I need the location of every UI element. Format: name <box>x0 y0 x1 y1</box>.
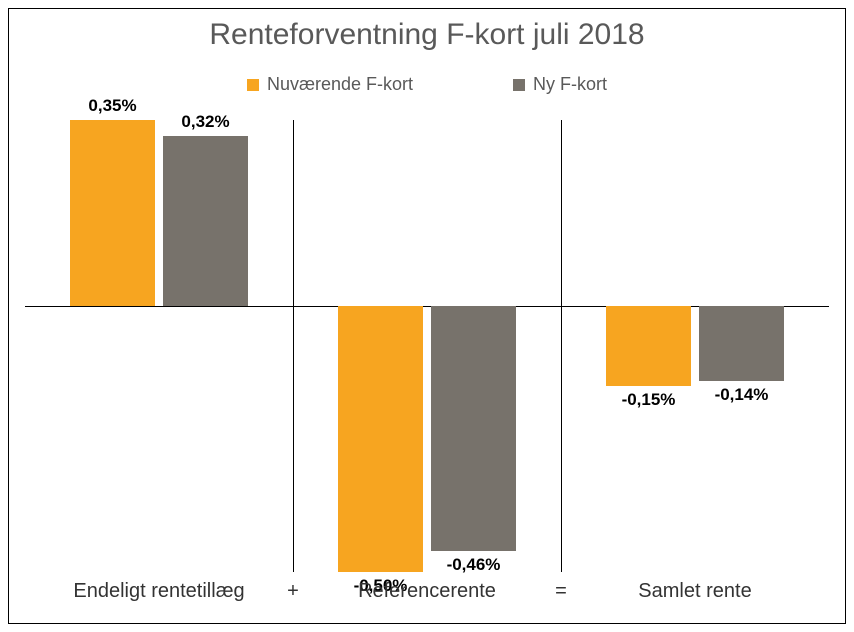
legend-label-0: Nuværende F-kort <box>267 74 413 95</box>
x-label-0: Endeligt rentetillæg <box>25 580 293 603</box>
legend: Nuværende F-kort Ny F-kort <box>0 74 854 95</box>
bar-label-g2-s1: -0,14% <box>699 385 784 405</box>
bar-label-g1-s1: -0,46% <box>431 555 516 575</box>
bar-label-g0-s1: 0,32% <box>163 112 248 132</box>
bar-g2-s1 <box>699 306 784 380</box>
bar-g2-s0 <box>606 306 691 386</box>
legend-item-0: Nuværende F-kort <box>247 74 413 95</box>
legend-swatch-0 <box>247 79 259 91</box>
legend-item-1: Ny F-kort <box>513 74 607 95</box>
bar-g0-s1 <box>163 136 248 306</box>
bar-label-g2-s0: -0,15% <box>606 390 691 410</box>
chart-title: Renteforventning F-kort juli 2018 <box>0 18 854 52</box>
plot-area: 0,35% 0,32% -0,50% -0,46% -0,15% -0,14% <box>25 120 829 572</box>
chart-container: Renteforventning F-kort juli 2018 Nuvære… <box>0 0 854 632</box>
bar-g1-s0 <box>338 306 423 572</box>
bar-g0-s0 <box>70 120 155 306</box>
divider-1 <box>561 120 562 572</box>
x-axis: Endeligt rentetillæg + Referencerente = … <box>25 580 829 610</box>
divider-0 <box>293 120 294 572</box>
legend-label-1: Ny F-kort <box>533 74 607 95</box>
legend-swatch-1 <box>513 79 525 91</box>
bar-g1-s1 <box>431 306 516 551</box>
bar-label-g0-s0: 0,35% <box>70 96 155 116</box>
x-label-1: Referencerente <box>293 580 561 603</box>
x-label-2: Samlet rente <box>561 580 829 603</box>
